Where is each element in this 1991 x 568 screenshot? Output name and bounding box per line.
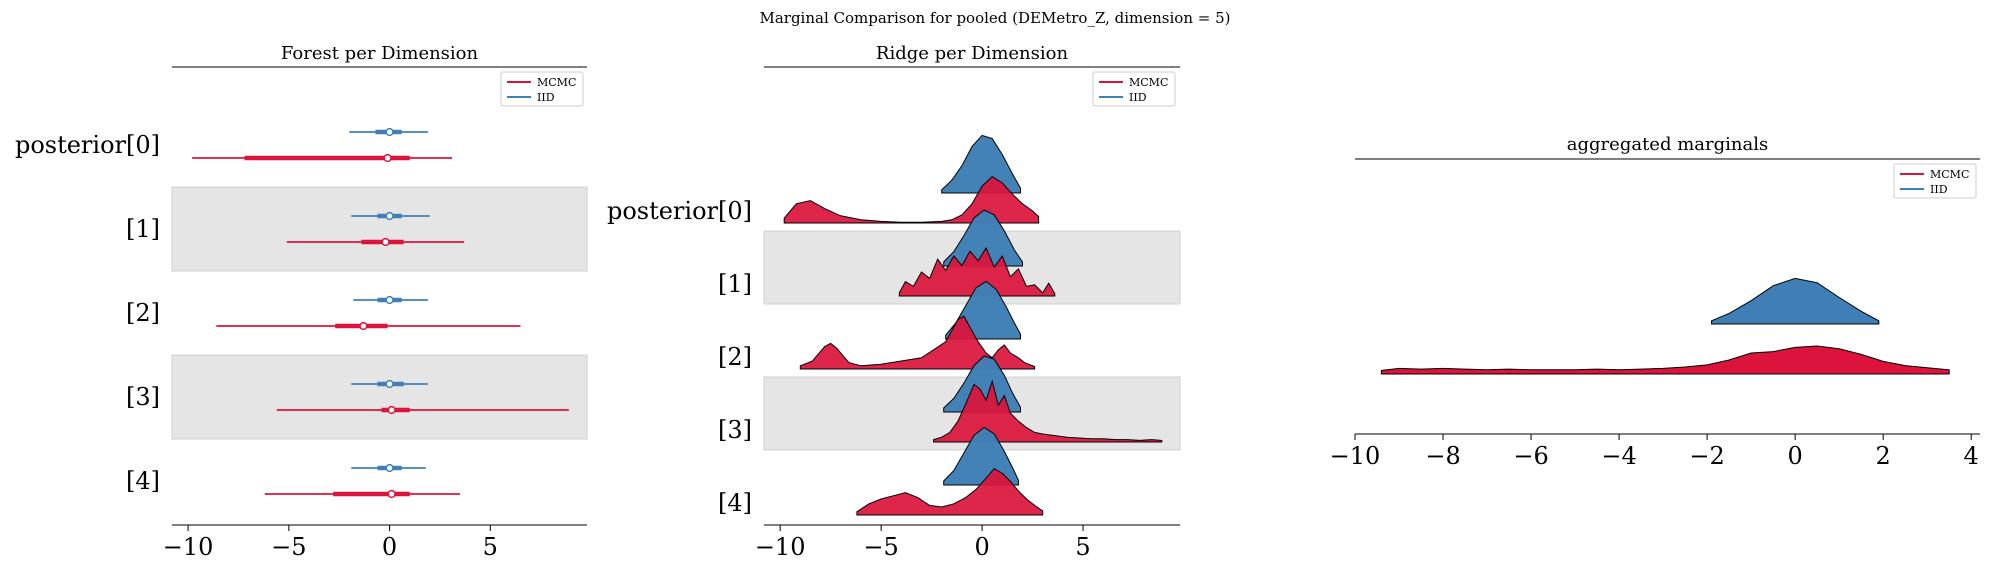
x-tick-label: 0 (1788, 442, 1803, 470)
row-label: [3] (126, 383, 160, 411)
iid-ridge (943, 426, 1019, 486)
median-point (359, 321, 368, 331)
panel-title: Ridge per Dimension (876, 43, 1069, 64)
row-label: [3] (718, 416, 752, 444)
row-label: posterior[0] (607, 197, 752, 225)
x-tick-label: 4 (1964, 442, 1979, 470)
row-label: [2] (126, 299, 160, 327)
iid-ridge (943, 209, 1023, 267)
row-label: [1] (126, 215, 160, 243)
legend-label: IID (1930, 183, 1948, 196)
iid-ridge (1711, 277, 1880, 325)
x-tick-label: −6 (1513, 442, 1548, 470)
x-tick-label: −5 (863, 533, 898, 561)
row-band (171, 186, 588, 272)
iid-ridge (941, 134, 1021, 194)
x-tick-label: 0 (382, 533, 397, 561)
row-label: [4] (126, 467, 160, 495)
x-tick-label: 2 (1876, 442, 1891, 470)
median-point (385, 295, 394, 305)
median-point (381, 237, 390, 247)
median-point (383, 153, 392, 163)
x-tick-label: 5 (483, 533, 498, 561)
legend-label: IID (1129, 91, 1147, 104)
iid-ridge (943, 355, 1021, 413)
forest-panel: Forest per Dimension posterior[0] [1] [2] [3… (15, 43, 588, 561)
median-point (385, 127, 394, 137)
x-tick-label: −5 (271, 533, 306, 561)
mcmc-ridge (856, 467, 1044, 516)
x-tick-label: −2 (1689, 442, 1724, 470)
row-label: posterior[0] (15, 131, 160, 159)
x-tick-label: −10 (755, 533, 806, 561)
aggregated-panel: aggregated marginals −10 −8 −6 −4 −2 0 2 4 MCMC II… (1330, 134, 1980, 470)
row-label: [2] (718, 343, 752, 371)
mcmc-ridge (1380, 345, 1950, 375)
legend-label: MCMC (1129, 76, 1168, 89)
ridge-panel: Ridge per Dimension posterior[0] [1] [2] [3]… (607, 43, 1181, 561)
figure-suptitle: Marginal Comparison for pooled (DEMetro_… (759, 9, 1230, 27)
median-point (385, 211, 394, 221)
row-label: [4] (718, 489, 752, 517)
median-point (387, 489, 396, 499)
x-tick-label: −10 (163, 533, 214, 561)
mcmc-ridge (783, 175, 1040, 224)
x-tick-label: −4 (1601, 442, 1636, 470)
median-point (385, 379, 394, 389)
panel-title: Forest per Dimension (281, 43, 479, 64)
row-label: [1] (718, 270, 752, 298)
legend-label: IID (537, 91, 555, 104)
mcmc-ridge (898, 246, 1056, 297)
row-band (171, 354, 588, 440)
median-point (387, 405, 396, 415)
mcmc-ridge (933, 379, 1163, 443)
mcmc-ridge (799, 315, 1036, 370)
legend-label: MCMC (1930, 168, 1969, 181)
panel-title: aggregated marginals (1567, 134, 1768, 155)
x-tick-label: −8 (1425, 442, 1460, 470)
x-tick-label: 5 (1075, 533, 1090, 561)
x-tick-label: −10 (1330, 442, 1381, 470)
legend-label: MCMC (537, 76, 576, 89)
x-tick-label: 0 (974, 533, 989, 561)
median-point (385, 463, 394, 473)
